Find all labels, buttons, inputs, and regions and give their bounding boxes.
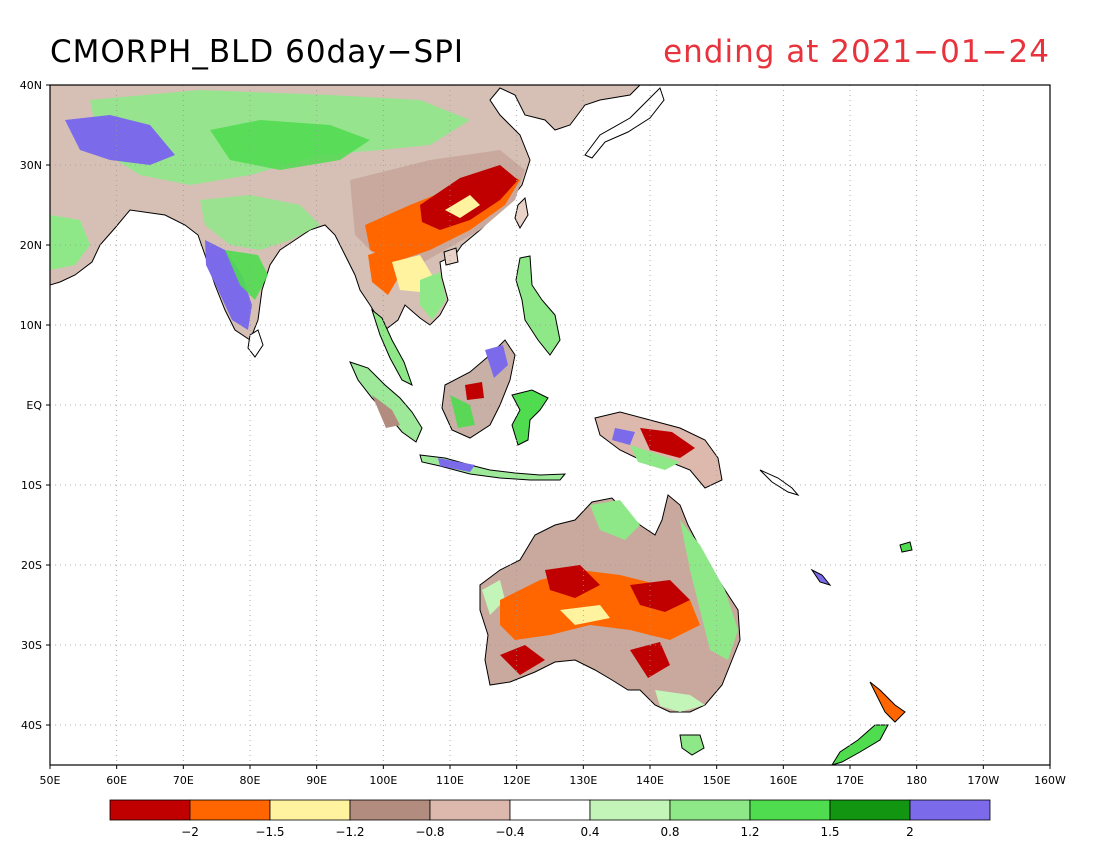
- lon-tick-label: 160E: [769, 774, 797, 787]
- lon-tick-label: 170W: [967, 774, 999, 787]
- colorbar-swatch: [509, 799, 591, 821]
- lon-tick-label: 140E: [636, 774, 664, 787]
- spi-region-new-guinea-west-extreme-wet: [612, 428, 635, 445]
- lat-tick-label: EQ: [26, 399, 42, 412]
- colorbar: −2 −1.5 −1.2 −0.8 −0.4 0.4 0.8 1.2 1.5 2: [109, 799, 991, 839]
- spi-region-north-india-wet: [200, 195, 320, 250]
- lon-tick-label: 60E: [106, 774, 127, 787]
- landmass-hainan: [443, 247, 459, 266]
- lon-tick-label: 130E: [569, 774, 597, 787]
- lon-tick-label: 110E: [436, 774, 464, 787]
- lat-tick-label: 40N: [20, 79, 42, 92]
- lon-tick-label: 180: [906, 774, 927, 787]
- colorbar-label: 0.8: [660, 825, 679, 839]
- lon-tick-label: 90E: [306, 774, 327, 787]
- colorbar-label: 1.5: [820, 825, 839, 839]
- lon-tick-label: 170E: [836, 774, 864, 787]
- spi-region-borneo-extreme-wet: [485, 345, 508, 378]
- lon-tick-label: 80E: [240, 774, 261, 787]
- spi-region-new-guinea-dry-extreme: [640, 428, 695, 458]
- colorbar-swatch: [189, 799, 271, 821]
- lon-tick-label: 100E: [369, 774, 397, 787]
- longitude-labels: 50E 60E 70E 80E 90E 100E 110E 120E 130E 140E 150E 1…: [40, 765, 1066, 787]
- lat-tick-label: 20S: [21, 559, 42, 572]
- colorbar-label: −2: [181, 825, 199, 839]
- spi-region-south-india-extreme-wet: [205, 240, 252, 330]
- spi-region-central-india-moderate-wet: [225, 250, 268, 300]
- spi-region-borneo-dry: [465, 382, 484, 400]
- colorbar-label: −1.5: [255, 825, 284, 839]
- landmass-sulawesi: [511, 389, 549, 446]
- spi-region-central-asia-extreme-wet: [65, 115, 175, 165]
- spi-region-australia-dry-moderate: [560, 605, 610, 625]
- lat-tick-label: 30S: [21, 639, 42, 652]
- colorbar-swatch: [669, 799, 751, 821]
- lat-tick-label: 40S: [21, 719, 42, 732]
- grid-layer: [50, 85, 1050, 765]
- colorbar-swatch: [749, 799, 831, 821]
- landmass-solomon-islands: [759, 469, 800, 496]
- landmass-new-caledonia: [810, 568, 832, 586]
- colorbar-swatch: [829, 799, 911, 821]
- colorbar-label: 1.2: [740, 825, 759, 839]
- colorbar-swatch: [109, 799, 191, 821]
- spi-region-australia-east-dry-extreme: [630, 580, 690, 612]
- landmass-new-zealand-south: [831, 724, 889, 765]
- lon-tick-label: 120E: [503, 774, 531, 787]
- lat-tick-label: 20N: [20, 239, 42, 252]
- colorbar-swatch: [349, 799, 431, 821]
- colorbar-swatch: [269, 799, 351, 821]
- spi-region-indochina-dry: [368, 248, 400, 295]
- colorbar-label: 0.4: [580, 825, 599, 839]
- spi-region-java-extreme-wet: [438, 458, 475, 472]
- latitude-labels: 40N 30N 20N 10N EQ 10S 20S 30S 40S: [20, 79, 50, 732]
- spi-region-new-guinea-wet: [630, 445, 680, 470]
- map-title: CMORPH_BLD 60day−SPI: [50, 34, 464, 70]
- landmass-fiji: [899, 541, 913, 553]
- landmass-philippines: [515, 255, 561, 356]
- landmass-sri-lanka: [247, 329, 264, 358]
- lon-tick-label: 70E: [173, 774, 194, 787]
- landmass-taiwan: [514, 196, 529, 230]
- map-frame: [49, 84, 1051, 766]
- landmass-sumatra: [349, 361, 423, 443]
- spi-region-australia-west-wet: [482, 580, 505, 615]
- spi-overlay-layer: [50, 90, 738, 712]
- spi-region-borneo-wet: [450, 395, 475, 428]
- lon-tick-label: 160W: [1034, 774, 1066, 787]
- lat-tick-label: 10S: [21, 479, 42, 492]
- colorbar-swatch: [589, 799, 671, 821]
- lon-tick-label: 50E: [40, 774, 61, 787]
- map-subtitle: ending at 2021−01−24: [663, 34, 1050, 70]
- spi-region-australia-north-wet: [590, 500, 640, 540]
- colorbar-label: −0.8: [415, 825, 444, 839]
- map-plot-area: [50, 85, 1050, 765]
- colorbar-label: −1.2: [335, 825, 364, 839]
- lon-tick-label: 150E: [703, 774, 731, 787]
- spi-region-australia-south-coast-wet: [655, 690, 705, 712]
- spi-region-tibet-wet: [210, 120, 370, 170]
- spi-region-arabia-wet: [50, 215, 90, 270]
- lat-tick-label: 10N: [20, 319, 42, 332]
- colorbar-swatch: [909, 799, 991, 821]
- spi-region-australia-east-wet: [680, 520, 738, 660]
- landmass-tasmania: [679, 734, 705, 756]
- spi-region-sumatra-dry: [372, 395, 400, 428]
- landmass-japan: [584, 87, 665, 159]
- colorbar-label: 2: [906, 825, 914, 839]
- colorbar-swatch: [429, 799, 511, 821]
- spi-region-south-china-dry-moderate: [445, 195, 480, 218]
- colorbar-label: −0.4: [495, 825, 524, 839]
- spi-region-vietnam-wet: [420, 272, 446, 320]
- landmass-new-zealand-north: [869, 681, 906, 723]
- spi-region-australia-southwest-dry: [500, 645, 545, 675]
- lat-tick-label: 30N: [20, 159, 42, 172]
- spi-region-australia-interior-dry-extreme: [545, 565, 600, 598]
